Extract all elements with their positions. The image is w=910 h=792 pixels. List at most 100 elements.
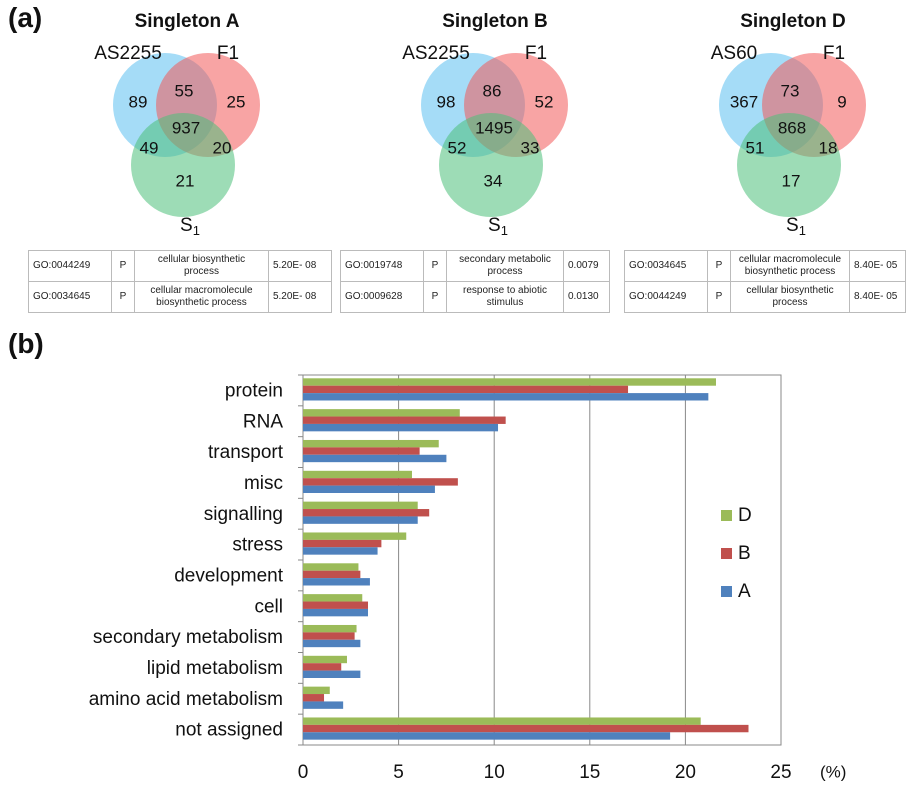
- bar-d: [303, 439, 439, 448]
- x-tick-label: 15: [579, 762, 600, 783]
- venn-set1-label: AS60: [711, 43, 757, 64]
- category-label: not assigned: [175, 720, 283, 741]
- category-label: RNA: [243, 411, 283, 432]
- go-id: GO:0044249: [624, 281, 708, 313]
- venn-count-set1-set3: 52: [448, 138, 467, 157]
- bar-a: [303, 701, 344, 709]
- venn-set3-label: S1: [180, 215, 200, 238]
- venn-circle-set3: [131, 113, 235, 217]
- go-term-line: stimulus: [486, 297, 524, 308]
- go-table-singleton-a: GO:0044249 P cellular biosynthetic proces…: [28, 250, 333, 313]
- venn-set3-label: S1: [488, 215, 508, 238]
- table-row: GO:0009628 P response to abiotic stimulus…: [340, 281, 610, 313]
- venn-count-set1-set3: 49: [140, 138, 159, 157]
- venn-singleton-a: Singleton A AS2255 F1 S1 89 25 55 937 49 20 21: [94, 11, 260, 238]
- go-id: GO:0034645: [28, 281, 112, 313]
- venn-count-all: 868: [778, 118, 806, 137]
- bar-d: [303, 378, 716, 386]
- venn-title: Singleton B: [442, 11, 548, 32]
- legend-swatch-d: [721, 510, 732, 521]
- category-label: amino acid metabolism: [89, 689, 283, 710]
- go-pvalue: 0.0079: [563, 250, 610, 282]
- bar-a: [303, 485, 435, 493]
- table-row: GO:0044249 P cellular biosynthetic proces…: [28, 250, 333, 282]
- venn-count-set2-set3: 20: [213, 138, 232, 157]
- plot-area: [302, 374, 782, 746]
- go-term-line: cellular macromolecule: [738, 254, 842, 265]
- venn-set3-label: S1: [786, 215, 806, 238]
- bar-chart: 0 5 10 15 20 25 (%) protein RNA transport misc sign…: [89, 374, 846, 783]
- bar-b: [303, 539, 382, 548]
- venn-set2-label: F1: [217, 43, 239, 64]
- bar-a: [303, 547, 378, 555]
- go-term: secondary metabolic process: [446, 250, 564, 282]
- legend-swatch-b: [721, 548, 732, 559]
- go-category: P: [707, 250, 731, 282]
- go-term-line: cellular biosynthetic: [746, 285, 834, 296]
- legend-label-d: D: [738, 505, 752, 526]
- venn-set3-label-sub: 1: [501, 223, 508, 238]
- legend-swatch-a: [721, 586, 732, 597]
- venn-count-set2-set3: 33: [521, 138, 540, 157]
- bar-d: [303, 563, 359, 571]
- venn-circle-set3: [737, 113, 841, 217]
- venn-circle-set3: [439, 113, 543, 217]
- go-term: response to abiotic stimulus: [446, 281, 564, 313]
- venn-set1-label: AS2255: [94, 43, 162, 64]
- x-tick-label: 0: [298, 762, 309, 783]
- bar-b: [303, 632, 355, 640]
- venn-title: Singleton D: [740, 11, 846, 32]
- venn-set1-label: AS2255: [402, 43, 470, 64]
- table-row: GO:0034645 P cellular macromolecule biosy…: [624, 250, 907, 282]
- go-term-line: secondary metabolic: [459, 254, 551, 265]
- go-term-line: process: [487, 266, 523, 277]
- category-label: stress: [232, 535, 283, 556]
- go-pvalue: 8.40E- 05: [848, 250, 907, 282]
- bar-b: [303, 509, 430, 517]
- bar-d: [303, 655, 347, 664]
- category-label: signalling: [204, 504, 283, 525]
- go-term-line: cellular macromolecule: [150, 285, 253, 296]
- bar-b: [303, 663, 342, 671]
- bar-a: [303, 423, 499, 432]
- go-term-line: biosynthetic process: [156, 297, 247, 308]
- legend-label-b: B: [738, 543, 751, 564]
- go-id: GO:0034645: [624, 250, 708, 282]
- venn-count-only-set1: 367: [730, 92, 758, 111]
- go-category: P: [111, 281, 135, 313]
- go-term: cellular macromolecule biosynthetic proce…: [134, 281, 269, 313]
- venn-title: Singleton A: [135, 11, 240, 32]
- x-tick-label: 25: [770, 762, 791, 783]
- bar-b: [303, 478, 458, 486]
- go-pvalue: 5.20E- 08: [267, 281, 333, 313]
- venn-count-only-set2: 52: [535, 92, 554, 111]
- venn-count-only-set3: 34: [484, 171, 503, 190]
- bar-b: [303, 724, 749, 733]
- venn-count-only-set2: 9: [837, 92, 846, 111]
- venn-set2-label: F1: [525, 43, 547, 64]
- go-id: GO:0009628: [340, 281, 424, 313]
- venn-set3-label-main: S: [488, 215, 501, 236]
- venn-count-set1-set2: 73: [781, 81, 800, 100]
- category-label: secondary metabolism: [93, 627, 283, 648]
- panel-b-label: (b): [8, 328, 44, 359]
- venn-singleton-b: Singleton B AS2255 F1 S1 98 52 86 1495 52 33 34: [402, 11, 568, 238]
- category-label: protein: [225, 380, 283, 401]
- bar-d: [303, 624, 357, 633]
- go-term-line: cellular biosynthetic: [157, 254, 246, 265]
- go-term: cellular biosynthetic process: [134, 250, 269, 282]
- bar-a: [303, 639, 361, 648]
- bar-d: [303, 686, 330, 695]
- bar-a: [303, 393, 709, 401]
- go-table-singleton-d: GO:0034645 P cellular macromolecule biosy…: [624, 250, 907, 313]
- x-tick-label: 20: [675, 762, 696, 783]
- bar-d: [303, 470, 412, 479]
- go-id: GO:0044249: [28, 250, 112, 282]
- bar-a: [303, 454, 447, 463]
- venn-count-only-set2: 25: [227, 92, 246, 111]
- venn-count-only-set1: 98: [437, 92, 456, 111]
- go-term: cellular biosynthetic process: [730, 281, 850, 313]
- bar-a: [303, 670, 361, 678]
- table-row: GO:0044249 P cellular biosynthetic proces…: [624, 281, 907, 313]
- x-tick-label: 5: [393, 762, 404, 783]
